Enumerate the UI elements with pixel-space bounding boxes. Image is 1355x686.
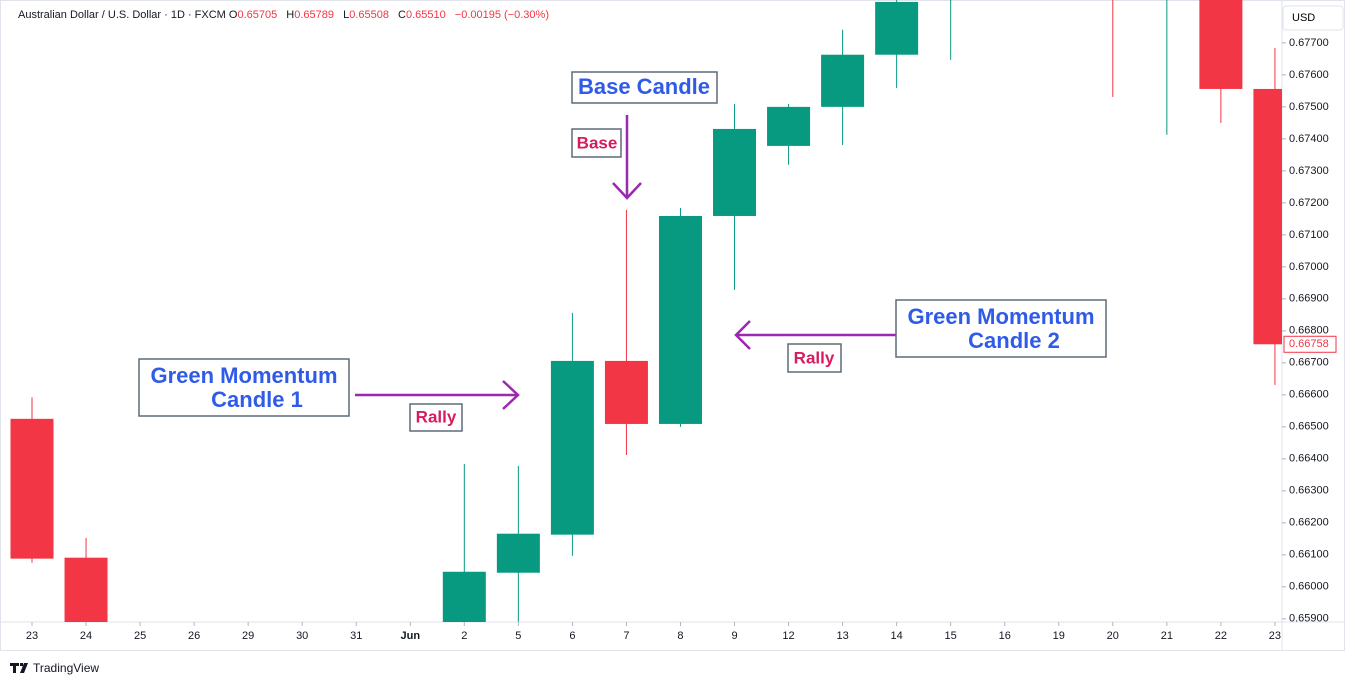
annotation: Rally [794,348,835,367]
x-tick-label: 13 [836,630,848,642]
x-tick-label: 14 [891,630,903,642]
annotation-box [787,343,842,373]
symbol-header: Australian Dollar / U.S. Dollar · 1D · F… [18,9,555,21]
annotation-box [409,403,463,432]
logo-mark [10,663,28,673]
y-tick-label: 0.67300 [1289,165,1329,177]
y-tick-label: 0.66100 [1289,549,1329,561]
y-tick-label: 0.66200 [1289,517,1329,529]
ohlc-label: L [343,9,350,21]
ohlc-label: C [398,9,406,21]
candle-body [767,106,811,146]
x-tick-label: 26 [188,630,200,642]
y-tick-label: 0.66600 [1289,389,1329,401]
x-tick-label: 25 [134,630,146,642]
annotations: Base Candle Base Green Momentum Candle 1… [138,71,1107,432]
candle-body [550,360,594,535]
x-tick-label: 31 [350,630,362,642]
arrow-head [502,380,520,410]
annotation-box [138,358,350,417]
x-tick-label: 7 [623,630,629,642]
last-price-box [1283,335,1337,353]
ohlc-value: 0.65510 [405,9,446,21]
x-tick-label: 12 [782,630,794,642]
frame [0,0,1345,651]
candle-body [64,557,108,622]
y-tick-label: 0.67100 [1289,229,1329,241]
annotation: Green Momentum [150,363,337,388]
candle-body [10,418,54,559]
y-tick-label: 0.67600 [1289,69,1329,81]
y-tick-label: 0.67700 [1289,37,1329,49]
candle-body [1253,88,1282,345]
y-tick-label: 0.67400 [1289,133,1329,145]
symbol-title: Australian Dollar / U.S. Dollar · 1D · F… [18,9,226,21]
annotation: Base Candle [578,74,710,99]
annotation: Candle 1 [211,387,303,412]
x-tick-label: 29 [242,630,254,642]
arrow-head [734,320,751,350]
annotation-box [571,128,622,158]
ohlc-label: H [286,9,295,21]
candle-body [875,1,919,55]
candle-body [1199,0,1243,89]
y-tick-label: 0.66000 [1289,581,1329,593]
x-tick-label: 2 [461,630,467,642]
change: −0.00195 (−0.30%) [454,9,549,21]
x-tick-label: 24 [80,630,92,642]
x-tick-label: 23 [1269,630,1281,642]
ohlc-value: 0.65789 [294,9,334,21]
candle-body [604,360,648,424]
annotation: Base [577,133,618,152]
logo-text: TradingView [33,661,99,675]
x-tick-label: 21 [1161,630,1173,642]
x-tick-label: 6 [569,630,575,642]
x-tick-label: Jun [400,630,420,642]
annotation-box [895,299,1107,358]
candle-body [658,215,702,424]
x-tick-label: 22 [1215,630,1227,642]
x-tick-label: 5 [515,630,521,642]
candle-body [496,533,540,573]
x-tick-label: 19 [1053,630,1065,642]
candle-body [442,571,486,622]
arrow-head [612,182,642,200]
y-tick-label: 0.66800 [1289,325,1329,337]
y-tick-label: 0.66500 [1289,421,1329,433]
x-tick-label: 8 [677,630,683,642]
annotation: Green Momentum [907,304,1094,329]
x-tick-label: 20 [1107,630,1119,642]
y-tick-label: 0.65900 [1289,613,1329,625]
y-tick-label: 0.66300 [1289,485,1329,497]
logo: TradingView [10,661,99,675]
candle-body [821,54,865,107]
y-tick-label: 0.66700 [1289,357,1329,369]
ohlc-value: 0.65705 [237,9,278,21]
last-price-label: 0.66758 [1289,338,1329,350]
ohlc-value: 0.65508 [349,9,389,21]
y-tick-label: 0.67000 [1289,261,1329,273]
annotation: Candle 2 [968,328,1060,353]
currency-box[interactable] [1282,5,1344,31]
y-tick-label: 0.66900 [1289,293,1329,305]
currency: USD [1292,12,1315,24]
y-tick-label: 0.66400 [1289,453,1329,465]
annotation: Rally [416,407,457,426]
ohlc-label: O [228,9,238,21]
candles [10,0,1282,622]
x-tick-label: 9 [731,630,737,642]
y-tick-label: 0.67200 [1289,197,1329,209]
x-tick-label: 16 [999,630,1011,642]
x-tick-label: 15 [945,630,957,642]
x-tick-label: 30 [296,630,308,642]
candle-body [713,128,757,216]
annotation-box [571,71,718,104]
y-tick-label: 0.67500 [1289,101,1329,113]
x-tick-label: 23 [26,630,38,642]
